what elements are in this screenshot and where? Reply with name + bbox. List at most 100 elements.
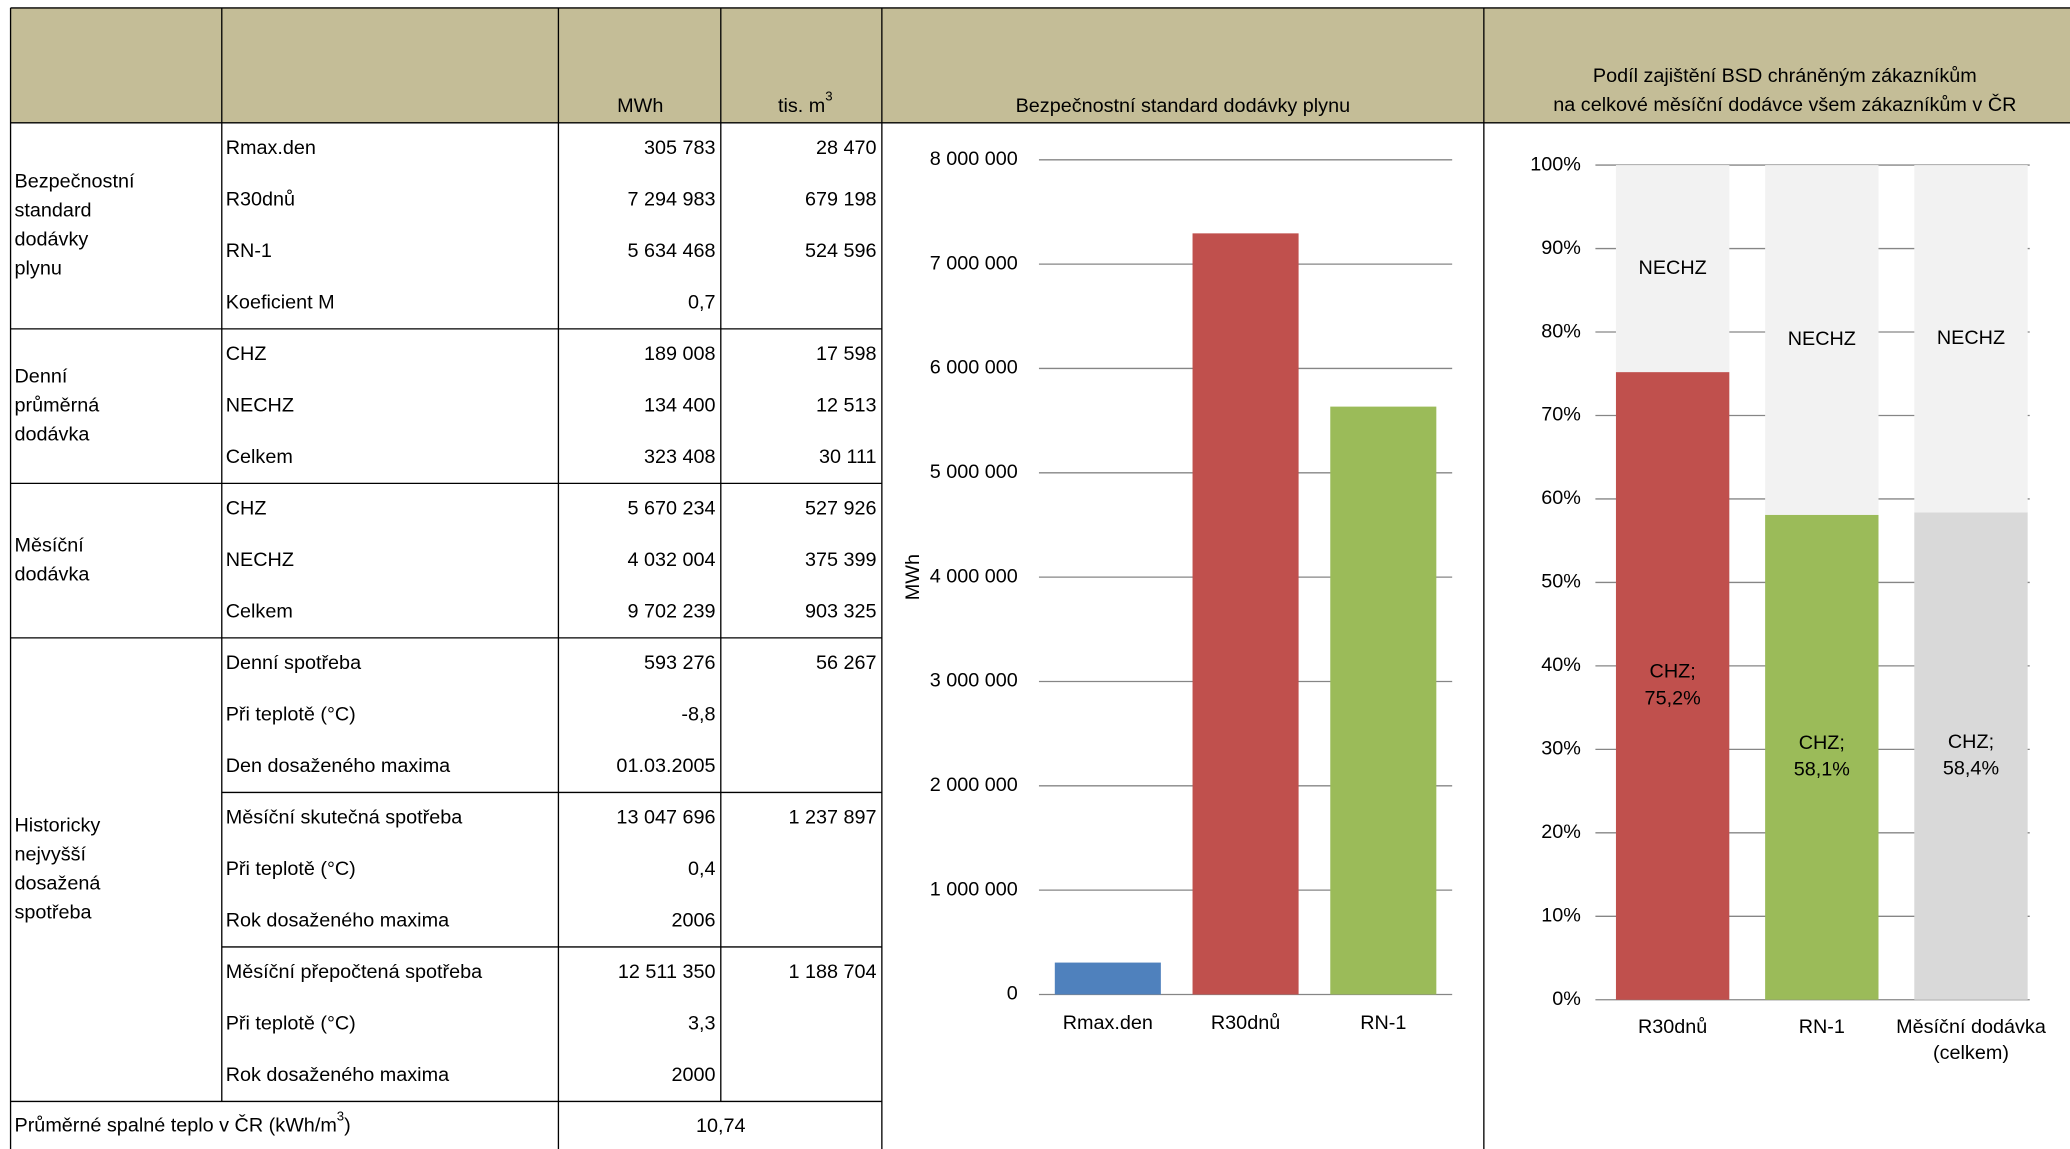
y-axis-label: MWh (902, 554, 924, 600)
bar-segment (1615, 372, 1730, 1000)
cell-mwh: 5 670 234 (627, 497, 715, 519)
group-label: Denní (15, 365, 68, 387)
row-label: Den dosaženého maxima (226, 755, 451, 777)
x-tick-label: RN-1 (1360, 1012, 1406, 1034)
x-tick-label: R30dnů (1637, 1015, 1708, 1039)
y-tick-label: 0 (1007, 983, 1018, 1005)
cell-tis: 1 188 704 (789, 961, 877, 983)
data-label: CHZ; (1948, 731, 1994, 753)
chart-title: Podíl zajištění BSD chráněným zákazníkům (1593, 65, 1977, 87)
y-tick-label: 30% (1541, 738, 1581, 760)
col-header-text: tis. m (778, 95, 825, 117)
row-label: Při teplotě (°C) (226, 1012, 356, 1034)
row-label: Rmax.den (226, 137, 316, 159)
data-label: NECHZ (1639, 257, 1707, 279)
group-label: standard (15, 200, 92, 222)
row-label: Denní spotřeba (226, 652, 362, 674)
data-label-name: CHZ (1799, 732, 1840, 754)
cell-mwh: 7 294 983 (627, 188, 715, 210)
cell-tis: 17 598 (816, 343, 877, 365)
cell-mwh: 305 783 (644, 137, 716, 159)
cell-mwh: 2006 (671, 909, 715, 931)
row-label: R30dnů (226, 188, 295, 210)
x-tick-label-box: RN-1 (1798, 1015, 1845, 1039)
group-label: nejvyšší (15, 843, 87, 865)
y-tick-label: 7 000 000 (930, 252, 1018, 274)
x-tick-label-box: R30dnů (1637, 1015, 1708, 1039)
borders (9, 7, 2070, 1149)
y-tick-label: 60% (1541, 487, 1581, 509)
group-label: dodávka (15, 423, 91, 445)
cell-mwh: 2000 (671, 1064, 715, 1086)
y-tick-label: 50% (1541, 571, 1581, 593)
cell-tis: 28 470 (816, 137, 877, 159)
cell-mwh: 0,7 (688, 291, 716, 313)
y-tick-label: 10% (1541, 905, 1581, 927)
cell-mwh: 01.03.2005 (616, 755, 715, 777)
data-label-name: CHZ (1650, 661, 1691, 683)
group-label: spotřeba (15, 901, 93, 923)
cell-mwh: 4 032 004 (627, 549, 715, 571)
cell-mwh: 0,4 (688, 858, 716, 880)
y-tick-label: 6 000 000 (930, 357, 1018, 379)
bar-segment (1765, 165, 1879, 515)
group-label: Historicky (15, 814, 101, 836)
group-label: průměrná (15, 394, 101, 416)
group-label: Měsíční (15, 534, 85, 556)
row-label: Celkem (226, 600, 293, 622)
y-tick-label: 0% (1552, 988, 1581, 1010)
bar-segment (1765, 514, 1879, 1000)
y-tick-label: 80% (1541, 320, 1581, 342)
row-label: NECHZ (226, 549, 294, 571)
cell-tis: 30 111 (819, 446, 877, 468)
row-label: Rok dosaženého maxima (226, 909, 450, 931)
footer-text: Průměrné spalné teplo v ČR (kWh/m (15, 1114, 337, 1137)
footer-value: 10,74 (696, 1115, 746, 1137)
row-label: Při teplotě (°C) (226, 703, 356, 725)
cell-mwh: 5 634 468 (627, 240, 715, 262)
y-tick-label: 20% (1541, 821, 1581, 843)
data-label: CHZ; (1650, 661, 1696, 683)
cell-mwh: 13 047 696 (616, 806, 715, 828)
y-tick-label: 2 000 000 (930, 774, 1018, 796)
cell-mwh: 12 511 350 (618, 961, 716, 983)
x-tick-label: RN-1 (1798, 1015, 1845, 1039)
bar (1054, 962, 1161, 995)
cell-mwh: -8,8 (681, 703, 715, 725)
y-tick-label: 1 000 000 (930, 878, 1018, 900)
group-label: dosažená (15, 872, 102, 894)
row-label: Měsíční přepočtená spotřeba (226, 961, 483, 983)
data-label-sep: ; (1839, 732, 1845, 754)
data-label-sep: ; (1690, 661, 1696, 683)
row-label: CHZ (226, 497, 267, 519)
bar (1192, 233, 1299, 995)
col-header: MWh (617, 95, 663, 117)
footer-sup: 3 (337, 1109, 344, 1124)
col-header-sup: 3 (825, 89, 832, 104)
data-label: NECHZ (1937, 327, 2005, 349)
row-label: CHZ (226, 343, 267, 365)
bar-segment (1914, 165, 2028, 513)
cell-tis: 527 926 (805, 497, 877, 519)
col-header: tis. m3 (778, 89, 833, 117)
y-tick-label: 4 000 000 (930, 565, 1018, 587)
group-label: dodávky (15, 229, 89, 251)
cell-tis: 903 325 (805, 600, 877, 622)
data-label: NECHZ (1788, 328, 1856, 350)
header-band (10, 7, 2070, 123)
group-label: plynu (15, 258, 62, 280)
x-tick-label-box: Měsíční dodávka (celkem) (1896, 1016, 2046, 1065)
x-tick-label: Rmax.den (1063, 1012, 1153, 1034)
y-tick-label: 40% (1541, 654, 1581, 676)
group-label: Bezpečnostní (15, 170, 135, 192)
x-tick-label: R30dnů (1211, 1012, 1280, 1034)
row-label: Koeficient M (226, 291, 335, 313)
footer-text: ) (344, 1115, 351, 1137)
chart-title: na celkové měsíční dodávce všem zákazník… (1553, 93, 2016, 116)
cell-mwh: 593 276 (644, 652, 716, 674)
cell-mwh: 3,3 (688, 1012, 716, 1034)
cell-mwh: 189 008 (644, 343, 716, 365)
cell-mwh: 9 702 239 (627, 600, 715, 622)
